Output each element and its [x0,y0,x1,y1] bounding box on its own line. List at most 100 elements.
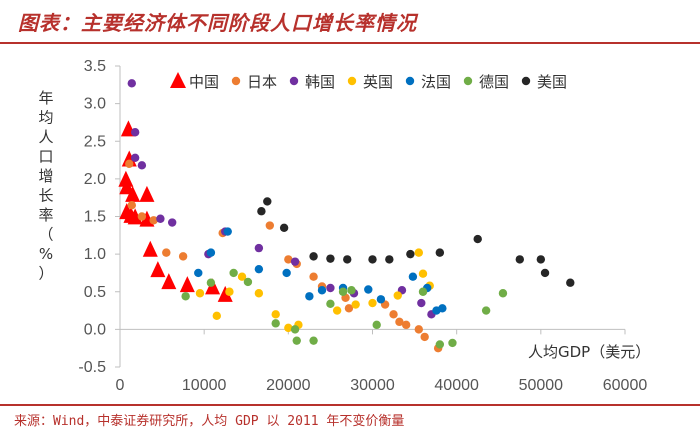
data-point [119,178,135,195]
data-point [326,283,335,293]
y-axis-label-char: 增 [38,167,53,185]
legend-marker [289,76,299,86]
legend-marker [521,76,531,86]
x-tick-label: 40000 [434,377,479,394]
data-point [417,298,426,308]
data-point [130,128,140,137]
data-point [118,170,134,187]
data-point [435,248,445,257]
y-axis-label-char: ） [38,265,53,283]
data-point [149,216,158,225]
footer-rule [0,404,700,406]
data-point [279,223,289,232]
data-point [265,221,275,230]
legend-marker [347,76,357,86]
data-point [206,278,216,287]
data-point [142,240,158,257]
data-point [376,295,386,304]
data-point [178,252,188,261]
data-point [162,248,171,257]
data-point [368,255,377,264]
y-tick-label: 1.5 [84,209,106,226]
legend-label: 英国 [363,73,393,91]
data-point [284,323,293,333]
data-point [212,311,221,321]
x-tick-label: 30000 [350,377,395,394]
chart-title: 图表：主要经济体不同阶段人口增长率情况 [18,11,417,35]
data-point [368,298,377,308]
data-point [271,319,280,328]
scatter-chart: -0.5 0.0 0.5 1.0 1.5 2.0 2.5 3.0 3.5 0 10000 20000 3… [38,58,650,394]
data-point [351,300,360,309]
data-point [150,261,166,278]
data-point [223,227,232,236]
y-tick-label: 0.5 [84,284,106,301]
data-point [257,207,266,216]
legend-marker [170,72,186,88]
x-tick-label: 60000 [603,377,648,394]
data-point [225,287,234,296]
data-point [292,336,301,345]
data-point [290,257,300,266]
series-英国 [195,248,434,333]
header-rule [0,42,700,44]
series-中国 [118,120,233,302]
data-point [127,79,136,88]
y-axis-label: 年均人口增长率 （% ） [38,89,53,283]
data-point [389,310,398,319]
data-point [481,306,491,315]
data-point [181,292,190,301]
data-point [364,285,373,294]
y-axis-label-char: 长 [38,187,53,205]
data-point [540,268,550,278]
data-point [179,276,195,293]
data-point [393,291,402,300]
chart-legend: 中国 日本 韩国 英国 法国 德国 美国 [170,72,567,91]
y-axis-label-char: % [39,245,53,263]
data-point [418,287,428,296]
data-point [127,201,136,210]
legend-label: 中国 [189,73,219,91]
data-point [309,272,318,281]
y-axis-label-char: 率 [38,206,53,224]
data-point [254,264,264,274]
legend-label: 韩国 [305,73,335,91]
series-韩国 [127,79,436,319]
y-tick-label: 3.5 [84,58,106,75]
legend-marker [405,76,415,86]
data-point [284,255,293,264]
y-axis-label-char: 人 [38,128,53,146]
legend-label: 德国 [479,73,509,91]
data-point [414,248,423,257]
data-point [498,289,508,298]
data-point [473,234,482,244]
data-point [406,249,415,259]
y-axis-label-char: 均 [38,109,53,127]
data-point [271,310,280,319]
x-tick-label: 10000 [182,377,227,394]
data-point [515,255,524,264]
source-note: 来源：Wind，中泰证券研究所，人均 GDP 以 2011 年不变价衡量 [14,414,405,429]
series-德国 [181,268,508,349]
data-point [414,325,423,334]
data-point [137,212,147,221]
x-tick-label: 50000 [519,377,564,394]
data-point [536,255,546,264]
data-point [137,161,147,170]
series-法国 [194,227,447,315]
data-point [167,218,177,227]
legend-label: 美国 [537,73,567,91]
data-point [243,277,253,287]
data-point [408,272,418,281]
legend-marker [463,76,473,86]
data-point [139,185,155,202]
y-tick-label: 1.0 [84,246,106,263]
data-point [237,272,247,281]
y-tick-label: 2.0 [84,171,106,188]
data-point [282,268,291,278]
data-point [385,255,394,264]
data-point [156,214,165,223]
data-point [290,325,300,334]
data-point [343,255,352,264]
series-美国 [257,197,575,287]
